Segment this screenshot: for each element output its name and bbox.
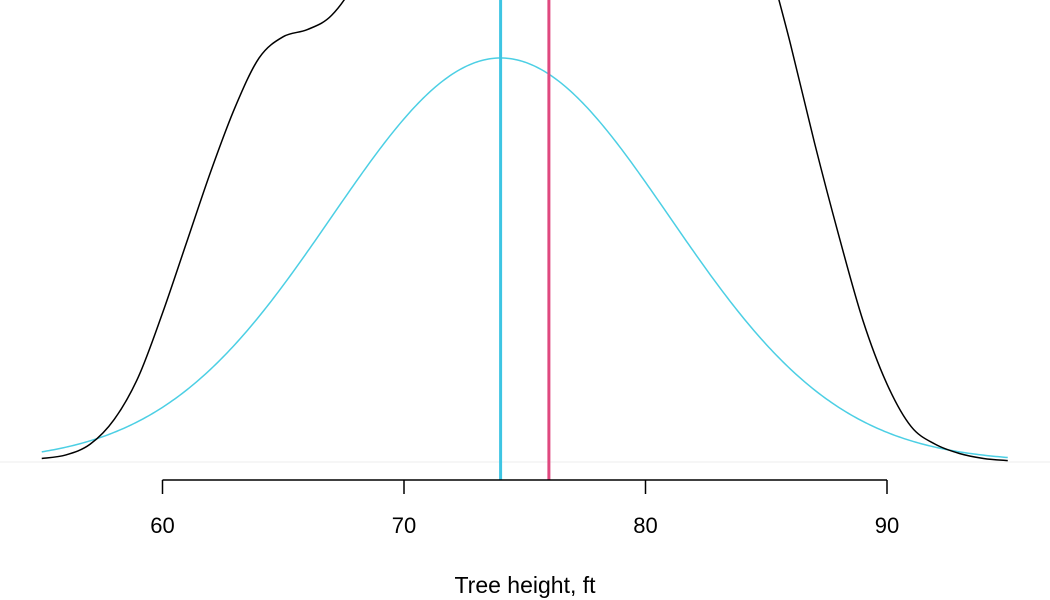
curves-layer xyxy=(0,0,1050,463)
x-tick-label: 90 xyxy=(875,513,899,538)
x-axis-title: Tree height, ft xyxy=(454,572,596,598)
x-tick-label: 60 xyxy=(150,513,174,538)
x-tick-label: 80 xyxy=(633,513,657,538)
reference-lines-layer xyxy=(499,0,551,480)
x-tick-label: 70 xyxy=(392,513,416,538)
density-curve xyxy=(41,0,1008,462)
x-axis: 60 70 80 90 xyxy=(150,479,899,538)
normal-fit-curve xyxy=(41,57,1008,459)
